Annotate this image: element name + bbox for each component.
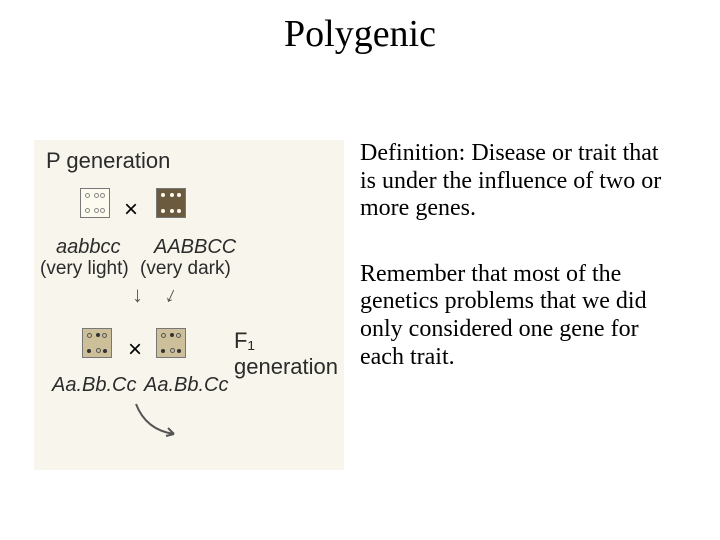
f1-left-die	[82, 328, 112, 358]
f1-left-genotype: Aa.Bb.Cc	[52, 374, 136, 397]
f1-right-die	[156, 328, 186, 358]
parent-left-phenotype: (very light)	[40, 258, 129, 280]
genetics-diagram: P generation × aabbcc AABBCC (very light…	[34, 140, 344, 470]
parent-left-genotype: aabbcc	[56, 236, 121, 259]
diagram-column: P generation × aabbcc AABBCC (very light…	[0, 140, 360, 510]
cross-symbol-f1: ×	[128, 336, 142, 364]
definition-paragraph: Definition: Disease or trait that is und…	[360, 140, 680, 223]
parent-right-genotype: AABBCC	[154, 236, 236, 259]
remember-paragraph: Remember that most of the genetics probl…	[360, 261, 680, 371]
slide-title: Polygenic	[0, 0, 720, 56]
text-column: Definition: Disease or trait that is und…	[360, 140, 700, 510]
f1-generation-label: F₁ generation	[234, 328, 344, 380]
arrow-curve-icon	[126, 402, 186, 442]
parent-right-die	[156, 188, 186, 218]
arrow-down-icon: ↓	[132, 282, 143, 308]
cross-symbol-p: ×	[124, 196, 138, 224]
f1-right-genotype: Aa.Bb.Cc	[144, 374, 228, 397]
parent-left-die	[80, 188, 110, 218]
arrow-down-icon: ↓	[161, 281, 182, 309]
p-generation-label: P generation	[46, 148, 170, 174]
content-area: P generation × aabbcc AABBCC (very light…	[0, 140, 720, 510]
parent-right-phenotype: (very dark)	[140, 258, 231, 280]
